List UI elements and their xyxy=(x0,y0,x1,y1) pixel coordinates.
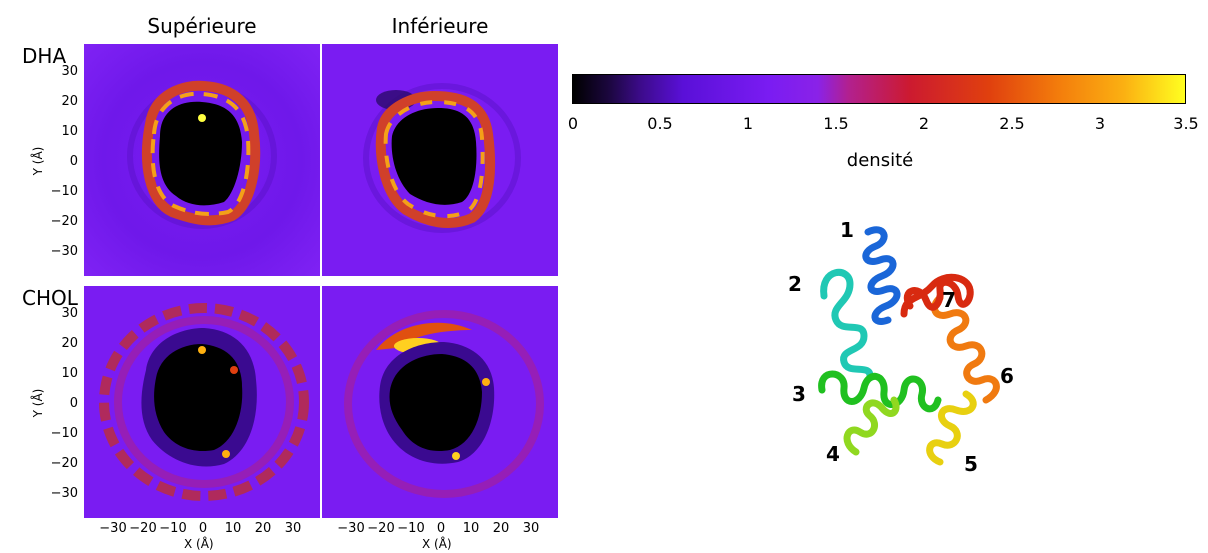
colorbar-tick: 3.5 xyxy=(1166,114,1206,133)
helix-label-7: 7 xyxy=(942,288,956,312)
x-tick: 20 xyxy=(248,521,278,536)
helix-label-3: 3 xyxy=(792,382,806,406)
helix-label-6: 6 xyxy=(1000,364,1014,388)
x-tick: −30 xyxy=(336,521,366,536)
x-tick: 10 xyxy=(218,521,248,536)
colorbar-tick: 2 xyxy=(904,114,944,133)
colorbar-tick: 0.5 xyxy=(640,114,680,133)
x-axis-label-left: X (Å) xyxy=(184,537,214,551)
y-tick: 30 xyxy=(38,64,78,79)
helix-4 xyxy=(847,400,896,452)
colorbar-tick: 2.5 xyxy=(992,114,1032,133)
y-axis-label-top: Y (Å) xyxy=(31,131,45,191)
helix-1 xyxy=(866,230,897,322)
x-tick: −20 xyxy=(128,521,158,536)
column-title-superieure: Supérieure xyxy=(84,14,320,38)
column-title-inferieure: Inférieure xyxy=(322,14,558,38)
helix-7 xyxy=(904,277,970,314)
helix-label-1: 1 xyxy=(840,218,854,242)
protein-helices-illustration xyxy=(760,210,1020,480)
colorbar-label: densité xyxy=(840,150,920,171)
x-axis-label-right: X (Å) xyxy=(422,537,452,551)
heatmap-chol-superieure xyxy=(84,286,320,518)
x-tick: −20 xyxy=(366,521,396,536)
heatmap-dha-superieure xyxy=(84,44,320,276)
colorbar-tick: 1 xyxy=(728,114,768,133)
colorbar-tick: 0 xyxy=(553,114,593,133)
helix-2 xyxy=(824,272,870,378)
y-tick: −20 xyxy=(38,214,78,229)
colorbar-tick: 1.5 xyxy=(816,114,856,133)
x-tick: 0 xyxy=(426,521,456,536)
colorbar-gradient xyxy=(572,74,1186,104)
heatmap-dha-inferieure xyxy=(322,44,558,276)
helix-label-4: 4 xyxy=(826,442,840,466)
helix-label-5: 5 xyxy=(964,452,978,476)
x-tick: 30 xyxy=(516,521,546,536)
y-axis-label-bottom: Y (Å) xyxy=(31,373,45,433)
x-tick: −10 xyxy=(158,521,188,536)
helix-label-2: 2 xyxy=(788,272,802,296)
y-tick: −30 xyxy=(38,244,78,259)
x-tick: 10 xyxy=(456,521,486,536)
x-tick: −10 xyxy=(396,521,426,536)
helix-6 xyxy=(935,298,997,400)
heatmap-chol-inferieure xyxy=(322,286,558,518)
y-tick: 20 xyxy=(38,94,78,109)
y-tick: 30 xyxy=(38,306,78,321)
y-tick: −30 xyxy=(38,486,78,501)
colorbar xyxy=(572,74,1186,104)
colorbar-tick: 3 xyxy=(1080,114,1120,133)
y-tick: 20 xyxy=(38,336,78,351)
x-tick: 20 xyxy=(486,521,516,536)
x-tick: −30 xyxy=(98,521,128,536)
y-tick: −20 xyxy=(38,456,78,471)
x-tick: 0 xyxy=(188,521,218,536)
x-tick: 30 xyxy=(278,521,308,536)
